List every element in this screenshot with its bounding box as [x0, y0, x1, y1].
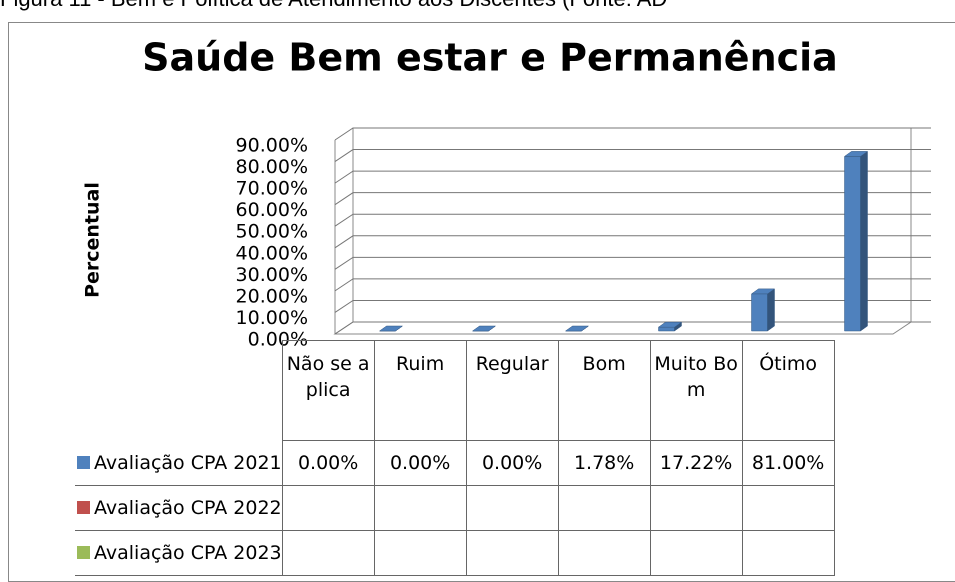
grid-line — [334, 170, 931, 184]
legend-label: Avaliação CPA 2022 — [94, 496, 282, 519]
bar — [378, 325, 404, 332]
bar-side — [767, 288, 775, 332]
header-row: Não se aplica Ruim Regular Bom Muito Bom Ótim… — [75, 340, 835, 441]
y-tick-label: 50.00% — [236, 221, 308, 243]
value-cell — [649, 484, 743, 531]
value-cell — [741, 484, 835, 531]
grid-line — [334, 299, 931, 313]
legend-cell: Avaliação CPA 2023 — [75, 530, 283, 576]
bar-front — [844, 156, 861, 332]
grid-line — [334, 256, 931, 270]
value-cell: 0.00% — [373, 440, 467, 486]
y-tick-label: 90.00% — [236, 135, 308, 157]
floor — [333, 321, 913, 335]
grid-line — [334, 149, 931, 162]
bar-top — [843, 151, 869, 157]
bar — [564, 325, 590, 332]
value-cell: 1.78% — [557, 440, 651, 486]
legend-label: Avaliação CPA 2023 — [94, 541, 282, 564]
legend-swatch — [77, 500, 90, 514]
grid-line — [334, 127, 931, 141]
value-cell: 17.22% — [649, 440, 743, 486]
value-cell — [649, 529, 743, 576]
category-cell: Regular — [465, 340, 559, 441]
y-tick-label: 60.00% — [236, 199, 308, 221]
bar-side — [860, 150, 868, 332]
data-table: Não se aplica Ruim Regular Bom Muito Bom Ótim… — [75, 340, 835, 576]
value-cell — [281, 484, 375, 531]
caption: Figura 11 - Bem e Política de Atendiment… — [0, 0, 667, 12]
back-wall — [352, 127, 912, 323]
blank-cell — [75, 341, 282, 441]
value-cell — [465, 529, 559, 576]
y-tick-label: 10.00% — [236, 307, 308, 329]
grid-line — [334, 192, 931, 206]
y-tick-label: 30.00% — [236, 264, 308, 286]
bar — [657, 321, 683, 332]
value-cell: 0.00% — [281, 440, 375, 486]
category-cell: Ruim — [373, 340, 467, 441]
y-tick-label: 80.00% — [236, 156, 308, 178]
y-tick-label: 70.00% — [236, 178, 308, 200]
legend-swatch — [77, 455, 90, 469]
legend-cell: Avaliação CPA 2022 — [75, 485, 283, 531]
category-cell: Muito Bom — [649, 340, 743, 441]
bar-top — [657, 321, 683, 328]
value-cell: 81.00% — [741, 440, 835, 486]
legend-swatch — [77, 545, 90, 559]
series-row: Avaliação CPA 2021 0.00% 0.00% 0.00% 1.78% 17… — [75, 440, 835, 486]
legend-cell: Avaliação CPA 2021 — [75, 440, 283, 486]
category-cell: Bom — [557, 340, 651, 441]
grid-line — [334, 278, 931, 292]
grid-line — [334, 321, 931, 335]
value-cell — [557, 484, 651, 531]
value-cell — [741, 529, 835, 576]
grid-line — [334, 213, 931, 227]
bar-top — [564, 325, 590, 332]
bar-front — [751, 293, 768, 332]
series-row: Avaliação CPA 2023 — [75, 529, 835, 576]
value-cell — [373, 529, 467, 576]
value-cell: 0.00% — [465, 440, 559, 486]
series-row: Avaliação CPA 2022 — [75, 484, 835, 531]
legend-label: Avaliação CPA 2021 — [94, 451, 282, 474]
bar-front — [658, 326, 675, 332]
bar-top — [378, 325, 404, 332]
bar-top — [750, 288, 776, 295]
value-cell — [465, 484, 559, 531]
bar — [750, 288, 776, 332]
y-tick-label: 20.00% — [236, 285, 308, 307]
value-cell — [557, 529, 651, 576]
category-cell: Não se aplica — [281, 340, 375, 441]
category-cell: Ótimo — [741, 340, 835, 441]
bar — [843, 150, 869, 332]
y-axis-label: Percentual — [82, 182, 104, 298]
value-cell — [373, 484, 467, 531]
y-tick-label: 40.00% — [236, 242, 308, 264]
grid-line — [334, 235, 931, 249]
bar — [471, 325, 497, 332]
chart-title: Saúde Bem estar e Permanência — [142, 36, 838, 80]
bar-top — [471, 325, 497, 332]
value-cell — [281, 529, 375, 576]
